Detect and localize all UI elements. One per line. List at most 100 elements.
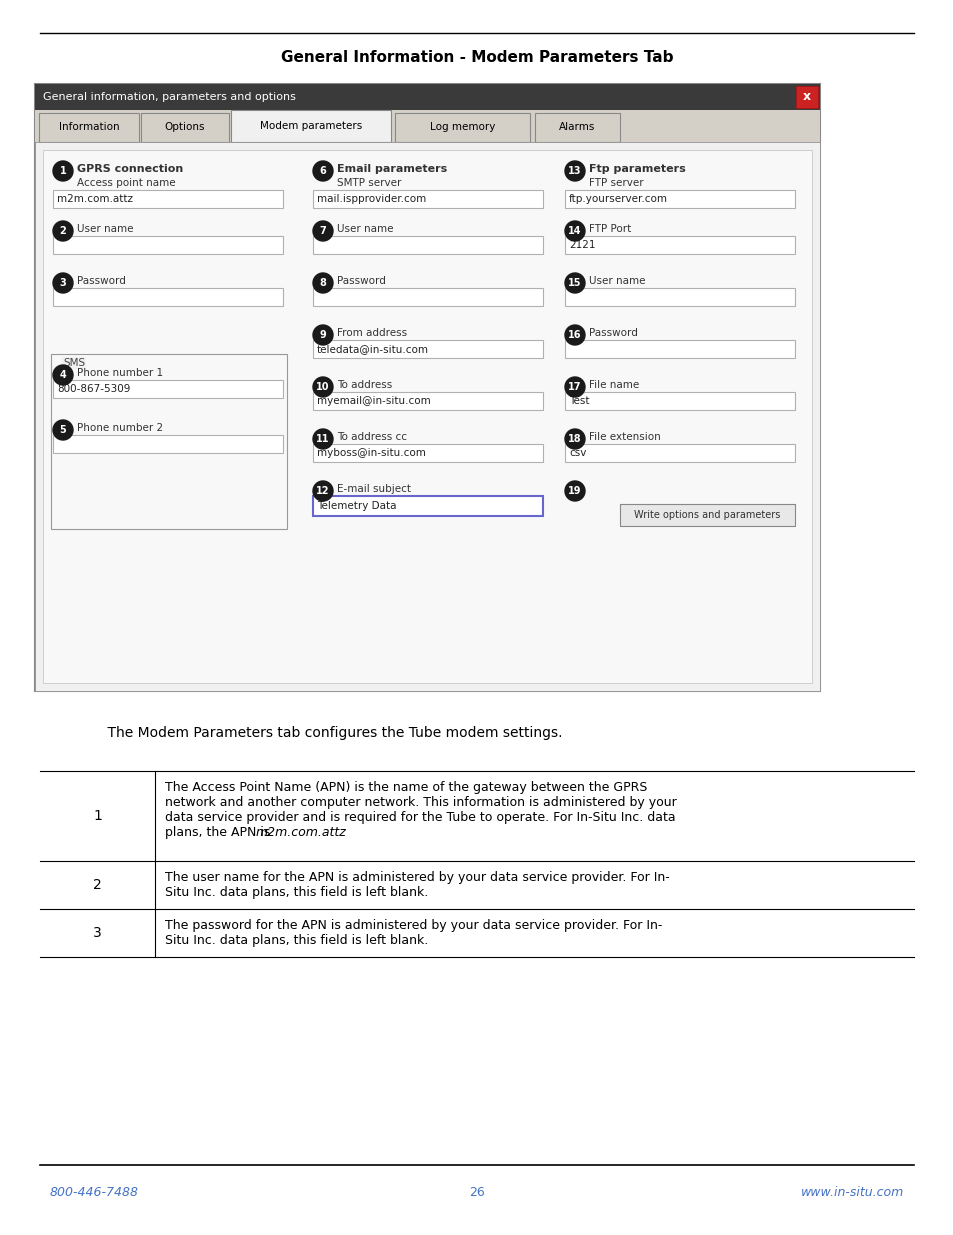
Text: General information, parameters and options: General information, parameters and opti…: [43, 91, 295, 103]
Text: Situ Inc. data plans, this field is left blank.: Situ Inc. data plans, this field is left…: [165, 885, 428, 899]
Bar: [53, 236, 283, 254]
Bar: [51, 354, 287, 529]
Circle shape: [564, 480, 584, 501]
Text: 26: 26: [469, 1187, 484, 1199]
Circle shape: [313, 221, 333, 241]
Bar: [313, 236, 542, 254]
Bar: [53, 435, 283, 453]
Text: 800-446-7488: 800-446-7488: [50, 1187, 139, 1199]
Bar: [35, 84, 820, 110]
Circle shape: [313, 161, 333, 182]
Text: Password: Password: [588, 329, 638, 338]
Text: 11: 11: [315, 433, 330, 445]
Text: x: x: [802, 90, 810, 104]
Circle shape: [53, 273, 73, 293]
Bar: [564, 340, 794, 358]
Circle shape: [564, 221, 584, 241]
Text: teledata@in-situ.com: teledata@in-situ.com: [316, 345, 429, 354]
Text: Alarms: Alarms: [558, 122, 595, 132]
Text: File extension: File extension: [588, 432, 660, 442]
Text: GPRS connection: GPRS connection: [77, 164, 183, 174]
Text: 2121: 2121: [568, 240, 595, 249]
Text: User name: User name: [588, 275, 645, 287]
Bar: [35, 110, 820, 142]
Bar: [53, 380, 283, 398]
Text: 6: 6: [319, 165, 326, 177]
Text: From address: From address: [336, 329, 407, 338]
Bar: [395, 112, 530, 142]
Circle shape: [313, 273, 333, 293]
Text: mail.ispprovider.com: mail.ispprovider.com: [316, 194, 426, 204]
Text: The password for the APN is administered by your data service provider. For In-: The password for the APN is administered…: [165, 919, 661, 932]
Bar: [313, 288, 542, 306]
Text: To address cc: To address cc: [336, 432, 407, 442]
Bar: [564, 190, 794, 207]
Circle shape: [53, 366, 73, 385]
Text: network and another computer network. This information is administered by your: network and another computer network. Th…: [165, 797, 676, 809]
Text: 1: 1: [93, 809, 102, 823]
Text: Phone number 1: Phone number 1: [77, 368, 163, 378]
Text: m2m.com.attz: m2m.com.attz: [255, 826, 346, 839]
Text: E-mail subject: E-mail subject: [336, 484, 411, 494]
Text: The Access Point Name (APN) is the name of the gateway between the GPRS: The Access Point Name (APN) is the name …: [165, 781, 647, 794]
Bar: [231, 110, 391, 142]
Text: FTP server: FTP server: [588, 178, 643, 188]
Bar: [564, 236, 794, 254]
Bar: [619, 504, 794, 526]
Circle shape: [53, 161, 73, 182]
Bar: [39, 112, 139, 142]
Circle shape: [313, 377, 333, 396]
Text: User name: User name: [336, 224, 393, 233]
Bar: [564, 391, 794, 410]
Text: 3: 3: [59, 278, 67, 288]
Text: csv: csv: [568, 448, 586, 458]
Circle shape: [313, 429, 333, 450]
Text: 12: 12: [315, 487, 330, 496]
Bar: [795, 86, 817, 107]
Bar: [313, 445, 542, 462]
Text: User name: User name: [77, 224, 133, 233]
Bar: [313, 391, 542, 410]
Text: 16: 16: [568, 330, 581, 340]
Text: 17: 17: [568, 382, 581, 391]
Text: 10: 10: [315, 382, 330, 391]
Text: 19: 19: [568, 487, 581, 496]
Bar: [313, 340, 542, 358]
Text: 18: 18: [568, 433, 581, 445]
Text: SMTP server: SMTP server: [336, 178, 401, 188]
Text: Phone number 2: Phone number 2: [77, 424, 163, 433]
Circle shape: [564, 325, 584, 345]
Text: Information: Information: [59, 122, 119, 132]
Text: Access point name: Access point name: [77, 178, 175, 188]
Text: To address: To address: [336, 380, 392, 390]
Circle shape: [313, 325, 333, 345]
Text: Test: Test: [568, 396, 589, 406]
Text: m2m.com.attz: m2m.com.attz: [57, 194, 132, 204]
Text: 4: 4: [59, 370, 67, 380]
Bar: [564, 288, 794, 306]
Bar: [53, 288, 283, 306]
Text: ftp.yourserver.com: ftp.yourserver.com: [568, 194, 667, 204]
Text: Log memory: Log memory: [430, 122, 495, 132]
Circle shape: [564, 377, 584, 396]
Bar: [43, 149, 811, 683]
Text: 2: 2: [59, 226, 67, 236]
Text: Telemetry Data: Telemetry Data: [316, 501, 396, 511]
Text: Situ Inc. data plans, this field is left blank.: Situ Inc. data plans, this field is left…: [165, 934, 428, 947]
Text: Email parameters: Email parameters: [336, 164, 447, 174]
Text: plans, the APN is: plans, the APN is: [165, 826, 274, 839]
Text: 1: 1: [59, 165, 67, 177]
Bar: [53, 190, 283, 207]
Text: 7: 7: [319, 226, 326, 236]
Text: Write options and parameters: Write options and parameters: [634, 510, 780, 520]
Text: 3: 3: [93, 926, 102, 940]
Bar: [35, 84, 820, 692]
Text: data service provider and is required for the Tube to operate. For In-Situ Inc. : data service provider and is required fo…: [165, 811, 675, 824]
Text: 2: 2: [93, 878, 102, 892]
Bar: [564, 445, 794, 462]
Circle shape: [564, 429, 584, 450]
Text: myboss@in-situ.com: myboss@in-situ.com: [316, 448, 425, 458]
Bar: [535, 112, 619, 142]
Text: FTP Port: FTP Port: [588, 224, 631, 233]
Bar: [313, 190, 542, 207]
